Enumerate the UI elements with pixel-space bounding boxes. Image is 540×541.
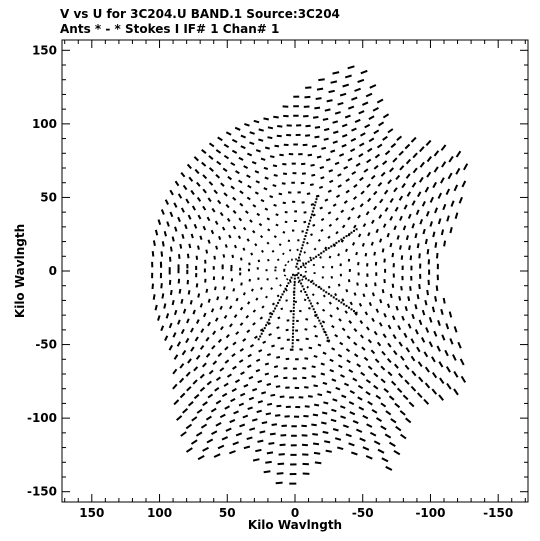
y-tick-labels: 150 100 50 0 -50 -100 -150 bbox=[27, 43, 57, 498]
y-tick-label: 150 bbox=[32, 43, 57, 57]
uv-points bbox=[151, 65, 469, 485]
x-tick-label: 150 bbox=[79, 506, 104, 520]
plot-frame bbox=[61, 39, 529, 503]
x-tick-label: -150 bbox=[483, 506, 513, 520]
y-tick-label: 50 bbox=[40, 190, 57, 204]
y-axis-label: Kilo Wavlngth bbox=[13, 224, 27, 318]
x-axis-label: Kilo Wavlngth bbox=[248, 518, 342, 532]
axis-ticks bbox=[62, 40, 528, 502]
y-tick-label: -100 bbox=[27, 411, 57, 425]
x-tick-labels: 150 100 50 0 -50 -100 -150 bbox=[79, 506, 513, 520]
y-tick-label: -150 bbox=[27, 485, 57, 499]
y-tick-label: 0 bbox=[49, 264, 57, 278]
x-tick-label: 0 bbox=[291, 506, 299, 520]
y-tick-label: 100 bbox=[32, 117, 57, 131]
plot-title-line2: Ants * - * Stokes I IF# 1 Chan# 1 bbox=[60, 22, 279, 36]
x-tick-label: -50 bbox=[352, 506, 374, 520]
plot-title-line1: V vs U for 3C204.U BAND.1 Source:3C204 bbox=[60, 7, 340, 21]
y-tick-label: -50 bbox=[35, 338, 57, 352]
x-tick-label: 100 bbox=[147, 506, 172, 520]
uv-track-dashes bbox=[151, 65, 469, 485]
x-tick-label: -100 bbox=[415, 506, 445, 520]
x-tick-label: 50 bbox=[219, 506, 236, 520]
